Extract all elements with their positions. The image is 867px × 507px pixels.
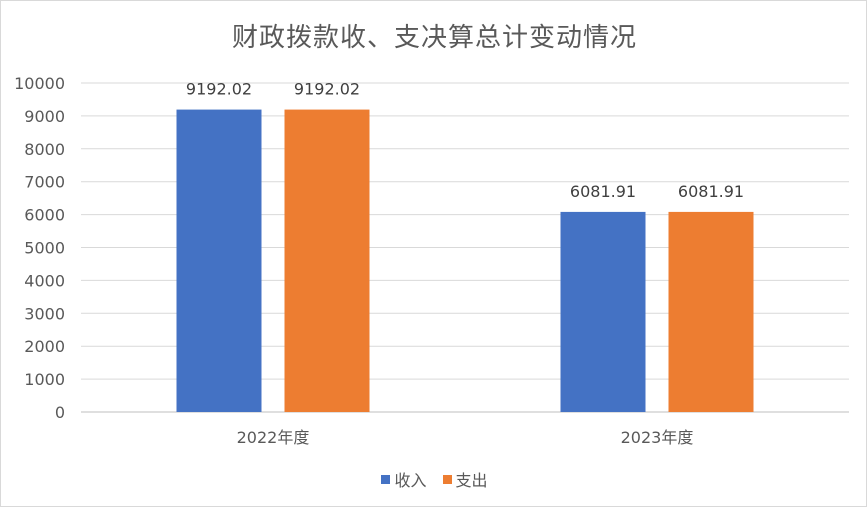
legend-swatch [381, 474, 391, 484]
legend-item: 收入 [381, 467, 427, 491]
x-category-label: 2022年度 [237, 428, 310, 447]
y-tick-label: 1000 [24, 370, 65, 389]
y-tick-label: 3000 [24, 304, 65, 323]
bar [560, 211, 646, 412]
bar [668, 211, 754, 412]
y-tick-label: 0 [55, 403, 65, 422]
y-tick-label: 2000 [24, 337, 65, 356]
x-category-label: 2023年度 [621, 428, 694, 447]
legend-swatch [442, 474, 452, 484]
plot-area: 0 1000 2000 3000 4000 5000 6000 7000 8000 9000 100… [14, 74, 849, 447]
bar [176, 109, 262, 412]
y-tick-label: 9000 [24, 107, 65, 126]
y-tick-label: 5000 [24, 239, 65, 258]
y-tick-label: 7000 [24, 173, 65, 192]
data-label: 9192.02 [294, 80, 360, 99]
legend-label: 支出 [455, 471, 488, 490]
y-tick-label: 4000 [24, 271, 65, 290]
y-tick-label: 10000 [14, 74, 65, 93]
data-label: 9192.02 [186, 80, 252, 99]
legend: 收入 支出 [1, 467, 867, 491]
y-tick-label: 6000 [24, 206, 65, 225]
chart-title: 财政拨款收、支决算总计变动情况 [231, 23, 637, 53]
legend-item: 支出 [442, 467, 488, 491]
data-label: 6081.91 [678, 182, 744, 201]
legend-label: 收入 [394, 471, 427, 490]
data-label: 6081.91 [570, 182, 636, 201]
y-tick-label: 8000 [24, 140, 65, 159]
bar [284, 109, 370, 412]
